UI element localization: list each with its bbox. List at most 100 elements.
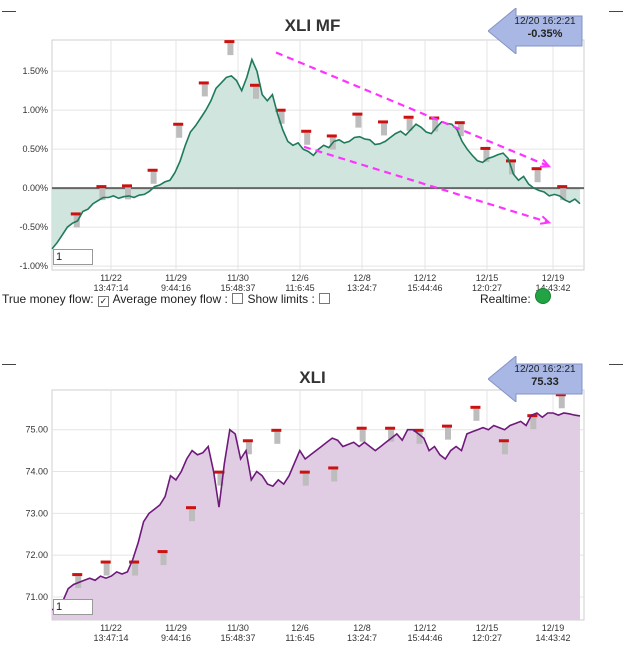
price-marker-flag [470,405,481,409]
price-x-tick-time: 12:0:27 [472,633,502,643]
trendline-arrow-head-icon [539,158,552,168]
mf-x-tick-time: 12:0:27 [472,283,502,293]
price-x-tick-date: 12/12 [414,623,437,633]
mf-marker-stem [176,125,183,138]
price-x-tick-time: 15:48:37 [220,633,255,643]
price-x-tick-date: 11/30 [227,623,249,633]
mf-marker-flag [557,185,568,189]
mf-x-tick-date: 11/29 [165,273,187,283]
show-limits-checkbox[interactable] [319,293,331,304]
price-marker-flag [527,414,538,418]
price-marker-stem [331,469,338,482]
mf-marker-stem [560,188,567,201]
mf-marker-stem [534,170,541,183]
price-marker-stem [388,429,395,442]
mf-marker-flag [531,167,542,171]
price-marker-flag [129,560,140,564]
price-badge-time: 12/20 16:2:21 [514,364,576,375]
price-marker-stem [558,396,565,409]
price-marker-flag [72,573,83,577]
price-marker-stem [189,509,195,522]
price-marker-stem [473,408,480,421]
price-x-tick-date: 12/8 [353,623,371,633]
price-y-tick-label: 74.00 [25,467,48,477]
mf-marker-flag [326,134,337,138]
mf-marker-stem [483,149,490,162]
mf-chart-title: XLI MF [284,16,341,35]
price-x-tick-date: 12/19 [542,623,565,633]
mf-badge-time: 12/20 16:2:21 [514,16,576,27]
price-marker-stem [217,473,224,486]
average-money-flow-label: Average money flow : [112,292,228,306]
mf-x-tick-time: 13:47:14 [93,283,128,293]
price-x-tick-time: 15:44:46 [407,633,442,643]
mf-marker-stem [278,111,285,124]
price-zoom-input[interactable]: 1 [53,599,93,615]
price-marker-flag [385,426,396,430]
price-area-fill [52,413,580,620]
mf-x-tick-date: 12/19 [542,273,565,283]
mf-marker-stem [381,123,387,136]
price-marker-flag [442,424,452,428]
mf-marker-flag [301,129,312,133]
price-marker-flag [299,470,310,474]
mf-marker-flag [403,115,414,119]
mf-marker-stem [201,84,208,97]
price-marker-stem [274,431,281,444]
price-marker-flag [214,470,225,474]
mf-marker-stem [355,115,362,128]
mf-marker-stem [150,171,157,184]
price-x-tick-time: 14:43:42 [535,633,570,643]
mf-marker-stem [125,187,131,200]
mf-marker-flag [173,122,184,126]
mf-x-tick-time: 9:44:16 [161,283,191,293]
mf-marker-stem [304,132,311,145]
price-marker-flag [100,560,111,564]
price-y-tick-label: 73.00 [25,508,48,518]
mf-x-tick-date: 12/12 [414,273,437,283]
price-y-tick-label: 72.00 [25,550,48,560]
mf-x-tick-date: 11/22 [100,273,122,283]
left-arrow-icon [488,356,583,402]
price-marker-flag [157,550,168,554]
mf-zoom-input[interactable]: 1 [53,249,93,265]
mf-x-tick-time: 13:24:7 [347,283,377,293]
mf-marker-flag [198,81,209,85]
right-edge-dash [609,11,623,12]
mf-marker-stem [406,118,413,131]
average-money-flow-checkbox[interactable] [232,293,244,304]
mf-x-tick-date: 11/30 [227,273,249,283]
realtime-label: Realtime: [480,292,531,306]
right-edge-dash [609,364,623,365]
mf-marker-flag [250,83,260,87]
mf-marker-flag [506,159,516,163]
price-marker-flag [328,466,339,470]
mf-series-line [51,57,581,250]
price-series-line [52,412,581,611]
mf-marker-flag [70,212,81,216]
mf-marker-flag [378,120,388,124]
mf-y-tick-label: 1.50% [22,66,48,76]
mf-marker-flag [454,121,465,125]
price-marker-stem [132,563,139,576]
mf-marker-flag [122,184,132,188]
trendline-arrow-head-icon [539,215,552,225]
price-marker-stem [501,442,508,455]
price-marker-stem [160,553,167,566]
price-marker-stem [245,442,252,455]
mf-x-tick-time: 14:43:42 [535,283,570,293]
mf-x-tick-date: 12/6 [291,273,309,283]
price-x-tick-date: 11/29 [165,623,187,633]
mf-marker-stem [227,43,234,56]
trendline-2 [303,145,550,224]
price-marker-stem [359,429,366,442]
realtime-status-indicator[interactable] [535,288,551,304]
price-x-tick-time: 11:6:45 [285,633,314,643]
mf-marker-flag [147,168,158,172]
mf-area-fill [52,59,580,249]
true-money-flow-checkbox[interactable]: ✓ [97,296,109,307]
price-last-value-badge: 12/20 16:2:21 75.33 [488,356,584,402]
mf-x-tick-time: 15:44:46 [407,283,442,293]
mf-last-value-badge: 12/20 16:2:21 -0.35% [488,8,584,54]
